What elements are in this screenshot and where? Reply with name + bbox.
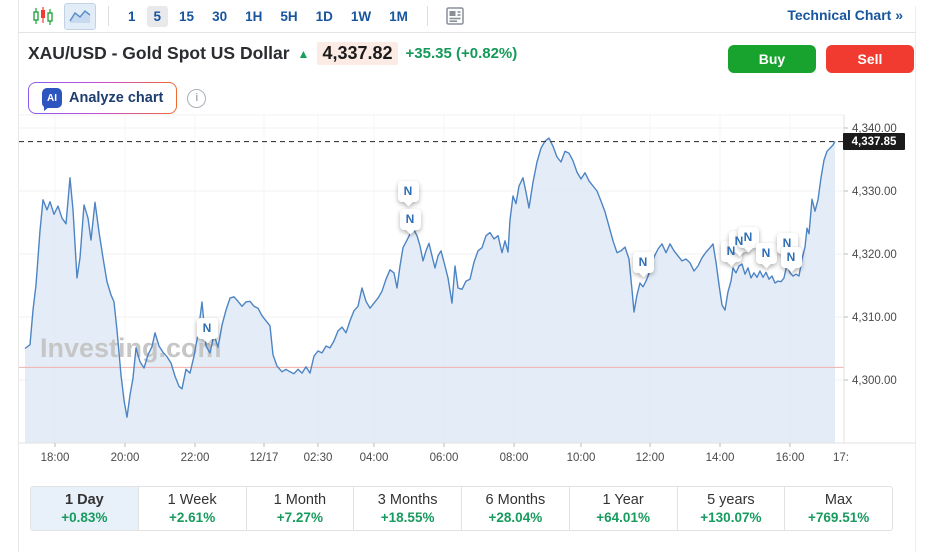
timeframe-30[interactable]: 30 (212, 8, 228, 24)
y-tick-label: 4,340.00 (852, 123, 897, 135)
news-marker-letter: N (761, 246, 771, 260)
y-tick-label: 4,310.00 (852, 312, 897, 324)
news-marker-letter: N (743, 230, 753, 244)
x-tick-label: 08:00 (500, 452, 529, 464)
price-up-arrow-icon: ▲ (297, 46, 310, 61)
period-label: Max (824, 492, 853, 508)
analyze-chart-label: Analyze chart (69, 90, 164, 106)
news-marker-letter: N (734, 234, 744, 248)
timeframe-1H[interactable]: 1H (245, 8, 263, 24)
period-label: 1 Year (602, 492, 644, 508)
timeframe-15[interactable]: 15 (179, 8, 195, 24)
widget-left-border (18, 0, 19, 552)
performance-periods: 1 Day +0.83% 1 Week +2.61% 1 Month +7.27% 3 Mo… (30, 486, 893, 531)
price-area-fill (25, 138, 835, 443)
period-change-value: +2.61% (169, 510, 216, 525)
period-label: 6 Months (485, 492, 546, 508)
timeframe-group: 1 5 15 30 1H 5H 1D 1W 1M (121, 5, 415, 27)
toolbar-divider (426, 6, 428, 26)
last-price-axis-badge: 4,337.85 (843, 133, 905, 151)
period-change-value: +64.01% (596, 510, 650, 525)
period-change-value: +18.55% (380, 510, 435, 525)
period-5-years[interactable]: 5 years +130.07% (678, 487, 786, 530)
period-1-day[interactable]: 1 Day +0.83% (31, 487, 139, 530)
period-3-months[interactable]: 3 Months +18.55% (354, 487, 462, 530)
period-6-months[interactable]: 6 Months +28.04% (462, 487, 570, 530)
timeframe-1D[interactable]: 1D (315, 8, 333, 24)
news-marker[interactable]: N (399, 208, 421, 230)
x-tick-label: 20:00 (111, 452, 140, 464)
period-label: 5 years (707, 492, 755, 508)
period-max[interactable]: Max +769.51% (785, 487, 892, 530)
analyze-chart-button[interactable]: AI Analyze chart (28, 82, 177, 114)
price-line (24, 137, 836, 418)
x-tick-label: 04:00 (360, 452, 389, 464)
trade-buttons: Buy Sell (728, 45, 914, 73)
x-tick-label: 02:30 (304, 452, 333, 464)
period-change-value: +769.51% (808, 510, 870, 525)
news-marker[interactable]: N (397, 180, 419, 202)
x-tick-label: 16:00 (776, 452, 805, 464)
news-marker-letter: N (782, 236, 792, 250)
news-marker[interactable]: N (632, 251, 654, 273)
news-marker[interactable]: N (737, 226, 759, 248)
news-events-button[interactable] (440, 4, 470, 29)
y-tick-label: 4,320.00 (852, 249, 897, 261)
area-chart-button[interactable] (64, 2, 96, 30)
symbol-title: XAU/USD - Gold Spot US Dollar (28, 43, 290, 63)
news-marker[interactable]: N (780, 246, 802, 268)
news-marker-letter: N (202, 321, 212, 335)
price-change: +35.35 (+0.82%) (405, 45, 518, 62)
timeframe-5[interactable]: 5 (146, 5, 169, 27)
news-marker[interactable]: N (755, 242, 777, 264)
y-tick-label: 4,300.00 (852, 375, 897, 387)
widget-right-border (915, 6, 916, 552)
period-label: 1 Day (65, 492, 104, 508)
ai-icon: AI (42, 88, 62, 111)
news-marker-letter: N (786, 250, 796, 264)
period-change-value: +130.07% (700, 510, 762, 525)
period-label: 1 Month (273, 492, 327, 508)
news-marker-letter: N (638, 255, 648, 269)
timeframe-1M[interactable]: 1M (389, 8, 408, 24)
timeframe-5H[interactable]: 5H (280, 8, 298, 24)
x-tick-label: 12:00 (636, 452, 665, 464)
ai-row: AI Analyze chart i (28, 82, 207, 114)
candlestick-chart-button[interactable] (28, 4, 58, 29)
candlestick-icon (33, 7, 53, 25)
x-tick-label: 18:00 (41, 452, 70, 464)
news-marker-letter: N (403, 184, 413, 198)
y-tick-label: 4,330.00 (852, 186, 897, 198)
technical-chart-link[interactable]: Technical Chart » (787, 7, 903, 23)
timeframe-1W[interactable]: 1W (350, 8, 372, 24)
info-icon[interactable]: i (187, 88, 207, 108)
buy-button[interactable]: Buy (728, 45, 816, 73)
x-tick-label: 22:00 (181, 452, 210, 464)
period-change-value: +0.83% (61, 510, 108, 525)
last-price: 4,337.82 (317, 42, 398, 65)
x-tick-label: 12/17 (250, 452, 279, 464)
period-change-value: +7.27% (276, 510, 323, 525)
toolbar-divider (108, 6, 109, 26)
period-1-week[interactable]: 1 Week +2.61% (139, 487, 247, 530)
timeframe-1[interactable]: 1 (128, 8, 136, 24)
sell-button[interactable]: Sell (826, 45, 914, 73)
x-tick-label: 06:00 (430, 452, 459, 464)
period-change-value: +28.04% (488, 510, 543, 525)
instrument-header: XAU/USD - Gold Spot US Dollar ▲ 4,337.82… (28, 42, 517, 65)
period-label: 1 Week (167, 492, 217, 508)
period-1-month[interactable]: 1 Month +7.27% (247, 487, 355, 530)
x-tick-label: 14:00 (706, 452, 735, 464)
investing-watermark: Investing.com (40, 333, 222, 363)
news-marker-letter: N (405, 212, 415, 226)
chart-toolbar: 1 5 15 30 1H 5H 1D 1W 1M Technical Chart » (19, 0, 916, 33)
news-marker[interactable]: N (196, 317, 218, 339)
news-icon (446, 7, 464, 25)
x-tick-label: 17: (833, 452, 849, 464)
period-1-year[interactable]: 1 Year +64.01% (570, 487, 678, 530)
period-label: 3 Months (377, 492, 438, 508)
x-tick-label: 10:00 (567, 452, 596, 464)
area-chart-icon (69, 9, 91, 23)
